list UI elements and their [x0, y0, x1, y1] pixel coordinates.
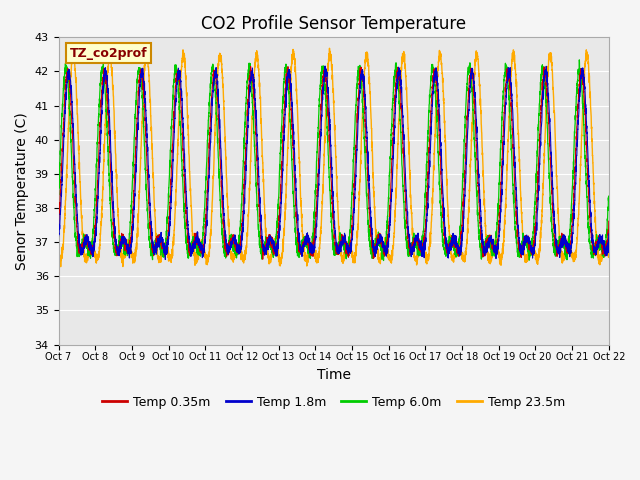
Temp 0.35m: [54, 225, 62, 230]
Temp 0.35m: [154, 238, 161, 243]
Temp 6.0m: [488, 253, 496, 259]
Temp 23.5m: [457, 243, 465, 249]
Temp 23.5m: [54, 251, 62, 256]
Legend: Temp 0.35m, Temp 1.8m, Temp 6.0m, Temp 23.5m: Temp 0.35m, Temp 1.8m, Temp 6.0m, Temp 2…: [97, 391, 570, 414]
Temp 23.5m: [314, 259, 321, 265]
Temp 1.8m: [604, 250, 612, 255]
Y-axis label: Senor Temperature (C): Senor Temperature (C): [15, 112, 29, 270]
Temp 6.0m: [154, 237, 161, 242]
Temp 1.8m: [154, 244, 161, 250]
Temp 0.35m: [457, 228, 465, 234]
Temp 6.0m: [604, 208, 612, 214]
X-axis label: Time: Time: [317, 368, 351, 382]
Temp 0.35m: [605, 218, 612, 224]
Line: Temp 0.35m: Temp 0.35m: [58, 67, 609, 259]
Line: Temp 6.0m: Temp 6.0m: [58, 60, 609, 261]
Temp 1.8m: [427, 138, 435, 144]
Temp 1.8m: [488, 241, 496, 247]
Temp 23.5m: [57, 264, 65, 270]
Temp 1.8m: [321, 63, 329, 69]
Temp 6.0m: [313, 149, 321, 155]
Temp 0.35m: [314, 187, 321, 192]
Temp 23.5m: [427, 230, 435, 236]
Temp 6.0m: [605, 197, 612, 203]
Temp 6.0m: [54, 190, 62, 196]
Temp 6.0m: [427, 82, 435, 88]
Temp 23.5m: [604, 252, 612, 258]
Temp 6.0m: [457, 210, 465, 216]
Temp 0.35m: [427, 111, 435, 117]
Temp 1.8m: [161, 257, 169, 263]
Temp 1.8m: [54, 234, 62, 240]
Temp 23.5m: [326, 46, 333, 51]
Line: Temp 1.8m: Temp 1.8m: [58, 66, 609, 260]
Temp 1.8m: [605, 231, 612, 237]
Temp 0.35m: [604, 227, 612, 233]
Temp 23.5m: [488, 252, 496, 258]
Temp 6.0m: [380, 258, 387, 264]
Temp 1.8m: [314, 213, 321, 219]
Temp 23.5m: [154, 254, 161, 260]
Line: Temp 23.5m: Temp 23.5m: [58, 48, 609, 267]
Temp 0.35m: [259, 256, 267, 262]
Title: CO2 Profile Sensor Temperature: CO2 Profile Sensor Temperature: [201, 15, 466, 33]
Text: TZ_co2prof: TZ_co2prof: [70, 47, 147, 60]
Temp 23.5m: [605, 254, 612, 260]
Temp 1.8m: [457, 249, 465, 255]
Temp 0.35m: [488, 240, 496, 246]
Temp 6.0m: [575, 57, 583, 63]
Temp 0.35m: [247, 64, 255, 70]
